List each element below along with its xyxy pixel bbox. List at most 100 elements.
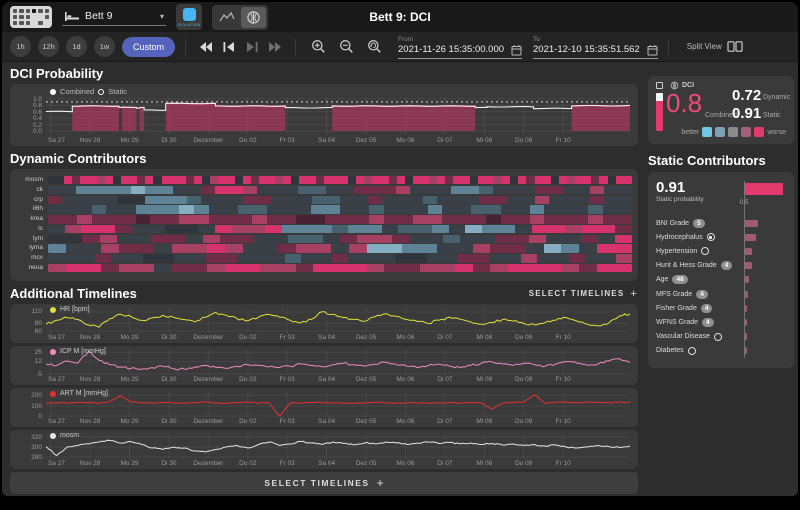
fast-backward-icon[interactable] [200,42,212,52]
heatmap-cell [296,264,314,272]
select-timelines-button-top[interactable]: SELECT TIMELINES + [529,288,638,300]
heatmap-cell [384,264,419,272]
heatmap-cell [145,196,187,204]
heatmap-cell [437,176,445,184]
zoom-in-icon[interactable] [311,39,326,54]
probability-plot[interactable]: 1.00.80.60.40.20.0 [46,97,630,135]
heatmap-cell [410,186,452,194]
timeline-plot[interactable]: 320300280 [46,434,630,459]
heatmap-cell [145,176,153,184]
timeline-plot[interactable]: 2001000 [46,392,630,417]
timeline-plot[interactable]: 2512-5 [46,350,630,375]
heatmap-cell [252,215,267,223]
heatmap-cell [119,244,154,252]
contributor-radio-empty[interactable] [688,347,696,355]
timeline-legend: mosm [50,432,79,439]
fast-forward-icon[interactable] [269,42,281,52]
heatmap-track [48,176,632,184]
static-contributor-row: Hunt & Hess Grade4 [656,259,786,273]
heatmap-cell [331,244,349,252]
static-legend-label[interactable]: Static [108,87,127,96]
brain-view-toggle[interactable] [241,7,266,28]
timeline-plot[interactable]: 1108060 [46,308,630,333]
heatmap-cell [585,254,617,262]
dynamic-contributors-heatmap[interactable]: mosmckcrpil6hkrealclymlymamcvneua [10,169,638,281]
heatmap-cell [451,186,479,194]
heatmap-cell [203,235,220,243]
main-content: DCI Probability Combined Static 1.00.80.… [2,62,798,496]
contributor-value-badge: 4 [701,304,713,313]
y-axis-label: -5 [14,371,42,378]
y-axis-label: 0.0 [14,128,42,135]
to-label: To [533,35,658,44]
skip-to-start-icon[interactable] [223,42,235,52]
y-axis-label: 12 [14,358,42,365]
heatmap-cell [420,264,455,272]
heatmap-cell [154,244,172,252]
range-button-1w[interactable]: 1w [94,36,115,57]
isolation-button[interactable]: ISOLATION [176,4,202,30]
to-date-input[interactable]: 2021-12-10 15:35:51.562 [533,44,640,55]
probability-x-axis: Sa 27Nov 28Mo 29Di 30DezemberDo 02Fr 03S… [46,136,630,145]
timeline-legend: ART M [mmHg] [50,390,108,397]
heatmap-cell [151,235,185,243]
select-timelines-button-bottom[interactable]: SELECT TIMELINES + [10,472,638,494]
heatmap-cell [97,176,105,184]
range-button-12h[interactable]: 12h [38,36,59,57]
dci-checkbox[interactable] [656,82,663,89]
heatmap-cell [561,244,579,252]
static-probability-label: Static probability [656,196,786,203]
chart-view-toggle[interactable] [214,7,239,28]
heatmap-cell [332,225,349,233]
ward-overview-icon[interactable] [10,6,52,28]
bed-selector[interactable]: Bett 9 ▾ [62,8,166,26]
x-axis-label: Di 30 [161,334,176,341]
heatmap-cell [369,215,384,223]
custom-range-button[interactable]: Custom [122,37,175,57]
x-axis-label: Mo 29 [120,334,138,341]
heatmap-cell [510,176,518,184]
heatmap-cell [579,264,597,272]
heatmap-row: mcv [16,254,632,262]
heatmap-cell [137,176,145,184]
calendar-icon[interactable] [511,44,522,56]
combined-legend-label[interactable]: Combined [60,87,94,96]
range-button-1h[interactable]: 1h [10,36,31,57]
x-axis-label: Dez 05 [356,334,377,341]
heatmap-cell [340,235,357,243]
heatmap-cell [604,186,632,194]
x-axis-label: Fr 03 [280,460,295,467]
heatmap-cell [92,205,107,213]
heatmap-row: il6h [16,205,632,213]
contributor-radio-empty[interactable] [701,247,709,255]
contributor-bar [745,276,749,283]
heatmap-row: lc [16,225,632,233]
range-button-1d[interactable]: 1d [66,36,87,57]
zoom-out-icon[interactable] [339,39,354,54]
zoom-reset-icon[interactable] [367,39,382,54]
heatmap-cell [173,186,201,194]
heatmap-cell [429,176,437,184]
heatmap-cell [311,205,340,213]
heatmap-cell [479,186,493,194]
heatmap-cell [251,176,259,184]
heatmap-cell [117,235,151,243]
heatmap-cell [325,215,369,223]
contributor-radio-filled[interactable] [707,233,715,241]
heatmap-cell [48,215,77,223]
heatmap-cell [530,215,545,223]
heatmap-cell [502,176,510,184]
static-contributor-row: MFS Grade4 [656,287,786,301]
calendar-icon[interactable] [647,44,658,56]
split-view-button[interactable]: Split View [687,41,743,52]
heatmap-cell [442,215,486,223]
heatmap-cell [398,225,431,233]
contributor-radio-empty[interactable] [714,333,722,341]
contributor-label: Fisher Grade [656,305,697,312]
from-date-input[interactable]: 2021-11-26 15:35:00.000 [398,44,504,55]
dci-gauge-bar [656,93,663,131]
heatmap-cell [267,205,311,213]
timeline-panel-icp-m-mmhg: ICP M [mmHg]2512-5Sa 27Nov 28Mo 29Di 30D… [10,346,638,385]
skip-to-end-icon[interactable] [246,42,258,52]
heatmap-cell [486,215,501,223]
